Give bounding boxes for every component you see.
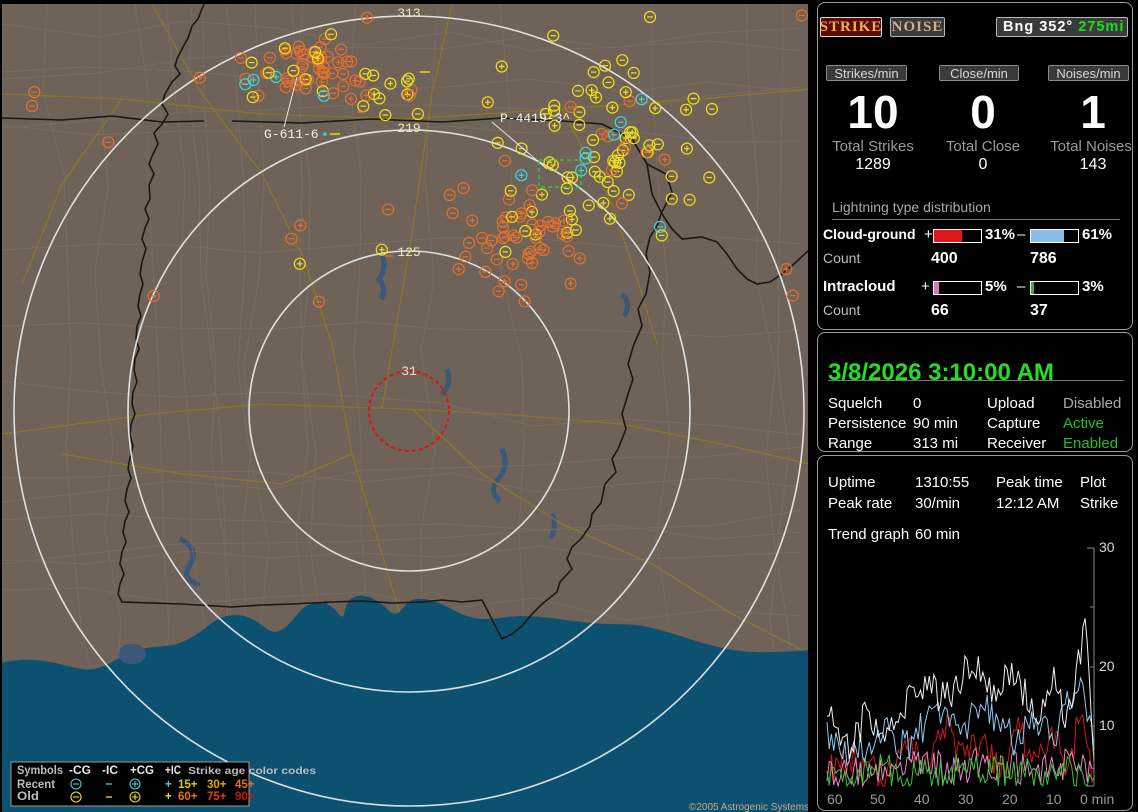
- svg-text:30: 30: [958, 791, 974, 807]
- svg-text:50: 50: [870, 791, 886, 807]
- svg-text:219: 219: [397, 121, 420, 136]
- svg-text:-CG: -CG: [69, 765, 91, 777]
- svg-text:125: 125: [397, 245, 420, 260]
- svg-text:10: 10: [1046, 791, 1062, 807]
- svg-text:+IC: +IC: [165, 765, 181, 777]
- svg-text:20: 20: [1002, 791, 1018, 807]
- svg-text:40: 40: [914, 791, 930, 807]
- svg-text:Recent: Recent: [17, 779, 55, 791]
- svg-text:15+: 15+: [178, 779, 198, 791]
- svg-text:+: +: [165, 779, 172, 791]
- svg-text:313: 313: [397, 6, 420, 21]
- svg-text:G-611-6: G-611-6: [264, 127, 319, 142]
- svg-text:Symbols: Symbols: [17, 765, 63, 777]
- svg-text:75+: 75+: [207, 791, 227, 803]
- svg-text:90+: 90+: [235, 791, 255, 803]
- svg-text:Strike age color codes: Strike age color codes: [188, 766, 317, 777]
- svg-text:60+: 60+: [178, 791, 198, 803]
- svg-text:45+: 45+: [235, 779, 255, 791]
- svg-text:30: 30: [1099, 539, 1115, 555]
- svg-text:0 min: 0 min: [1080, 791, 1114, 807]
- svg-text:30+: 30+: [207, 779, 227, 791]
- svg-text:31: 31: [401, 364, 417, 379]
- svg-text:20: 20: [1099, 658, 1115, 674]
- svg-text:©2005 Astrogenic Systems: ©2005 Astrogenic Systems: [689, 801, 808, 812]
- svg-text:Old: Old: [17, 791, 39, 803]
- svg-text:60: 60: [827, 791, 843, 807]
- svg-text:+CG: +CG: [130, 765, 154, 777]
- svg-text:-IC: -IC: [102, 765, 118, 777]
- svg-text:+: +: [165, 791, 172, 803]
- svg-text:10: 10: [1099, 717, 1115, 733]
- svg-text:P-4419-3^: P-4419-3^: [500, 111, 570, 126]
